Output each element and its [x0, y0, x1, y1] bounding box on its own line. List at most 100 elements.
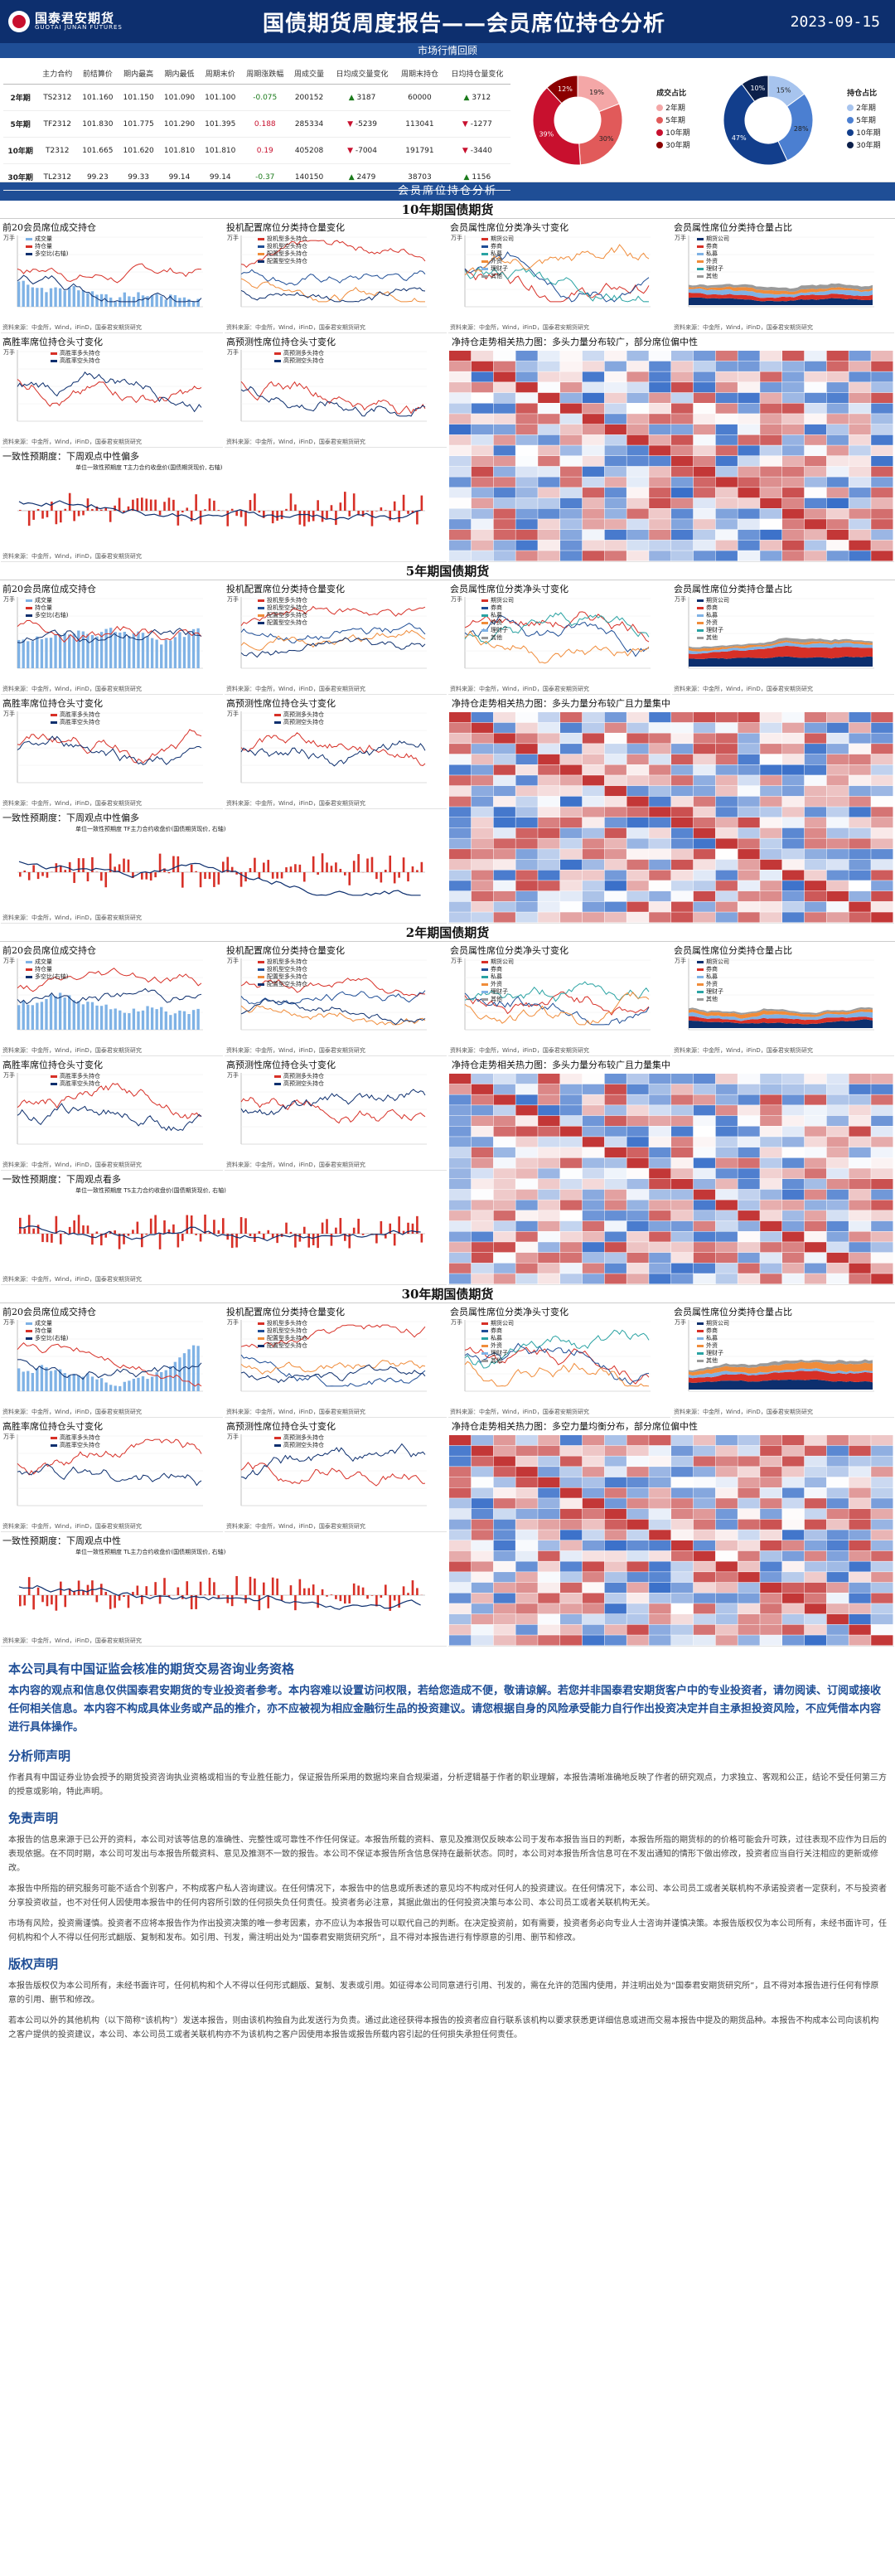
- heat-cell: [760, 1435, 782, 1446]
- heat-cell: [493, 508, 515, 519]
- heat-cell: [782, 1487, 805, 1498]
- heat-cell: [538, 1179, 560, 1190]
- heat-cell: [560, 1168, 583, 1179]
- heat-cell: [804, 1147, 827, 1158]
- heat-cell: [493, 1105, 515, 1116]
- heat-cell: [826, 414, 849, 424]
- heat-cell: [560, 1242, 583, 1253]
- chart-title: 一致性预期度：下周观点中性偏多: [2, 813, 139, 823]
- heat-cell: [693, 838, 716, 849]
- heat-cell: [871, 1147, 893, 1158]
- heat-cell: [449, 1487, 472, 1498]
- legend-swatch: [26, 960, 32, 963]
- legend-label: 其他: [706, 634, 718, 641]
- heat-cell: [515, 1179, 538, 1190]
- heat-cell: [715, 1593, 738, 1603]
- heat-cell: [515, 870, 538, 880]
- heat-cell: [693, 466, 716, 477]
- col-header: 主力合约: [37, 63, 78, 85]
- heat-cell: [738, 1456, 760, 1467]
- heat-cell: [604, 754, 626, 764]
- heat-cell: [715, 1582, 738, 1593]
- chart-source: 资料来源：中金所，Wind，iFinD，国泰君安期货研究: [450, 686, 589, 692]
- heat-cell: [804, 817, 827, 828]
- chart-source: 资料来源：中金所，Wind，iFinD，国泰君安期货研究: [2, 324, 142, 331]
- bar-mark: [187, 298, 191, 307]
- heat-cell: [760, 1105, 782, 1116]
- heat-cell: [626, 712, 649, 723]
- heat-cell: [826, 529, 849, 541]
- heat-cell: [760, 1635, 782, 1646]
- bar-mark: [114, 632, 117, 668]
- heat-cell: [671, 1084, 694, 1094]
- cell-value: 101.290: [163, 119, 196, 129]
- consensus-bar: [55, 511, 58, 525]
- heat-cell: [760, 1582, 782, 1593]
- heat-cell: [560, 712, 583, 723]
- cell-value: 60000: [408, 93, 432, 102]
- legend-item: 期货公司: [697, 597, 729, 604]
- consensus-bar: [19, 1595, 22, 1607]
- heat-cell: [760, 1074, 782, 1084]
- heat-cell: [826, 1252, 849, 1264]
- consensus-bar: [68, 1588, 71, 1595]
- heat-cell: [604, 1561, 626, 1572]
- heat-cell: [515, 351, 538, 361]
- bar-mark: [31, 287, 34, 307]
- bar-mark: [90, 1376, 94, 1391]
- heat-cell: [693, 712, 716, 723]
- heat-cell: [649, 477, 671, 488]
- heat-cell: [626, 1624, 649, 1635]
- heat-cell: [604, 434, 626, 445]
- bar-mark: [196, 628, 200, 668]
- bar-mark: [160, 644, 163, 668]
- chart-legend: 高胜率多头持仓 高胜率空头持仓: [51, 1434, 100, 1449]
- legend-item: 多空比(右轴): [26, 973, 68, 981]
- chart-legend: 期货公司 券商 私募 外资 理财子 其他: [697, 235, 729, 280]
- heat-cell: [760, 1094, 782, 1105]
- heatmap: [449, 712, 893, 923]
- legend-item: 配置型多头持仓: [258, 250, 307, 258]
- chart-legend: 投机型多头持仓 投机型空头持仓 配置型多头持仓 配置型空头持仓: [258, 597, 307, 627]
- series-line: [17, 1103, 202, 1132]
- heat-cell: [671, 1540, 694, 1551]
- series-line: [17, 379, 202, 407]
- heat-cell: [849, 1242, 871, 1253]
- bar-mark: [104, 1004, 108, 1030]
- consensus-bar: [68, 1226, 71, 1234]
- heat-cell: [693, 1115, 716, 1126]
- heat-cell: [738, 1519, 760, 1530]
- consensus-bar: [393, 872, 396, 884]
- consensus-bar: [127, 859, 130, 872]
- legend-swatch: [481, 997, 488, 1001]
- bar-mark: [141, 295, 145, 307]
- heat-cell: [538, 371, 560, 382]
- heat-cell: [871, 1540, 893, 1551]
- heat-cell: [493, 1582, 515, 1593]
- consensus-bar: [344, 1595, 346, 1604]
- heat-cell: [871, 445, 893, 456]
- heat-cell: [538, 1572, 560, 1583]
- heat-cell: [560, 796, 583, 807]
- heat-cell: [515, 1530, 538, 1540]
- consensus-bar: [402, 1230, 405, 1234]
- bar-mark: [137, 1377, 140, 1391]
- heat-cell: [804, 1487, 827, 1498]
- heat-cell: [826, 1231, 849, 1242]
- heat-cell: [649, 859, 671, 870]
- series-line: [17, 729, 202, 764]
- heat-cell: [560, 1210, 583, 1221]
- chart-title: 会员属性席位分类净头寸变化: [450, 584, 568, 594]
- heat-cell: [671, 722, 694, 733]
- heat-cell: [760, 392, 782, 403]
- chart-cell: 高胜率席位持仓头寸变化 万手 高胜率多头持仓 高胜率空头持仓 资料来源：中金所，Wind…: [1, 1056, 223, 1171]
- bar-mark: [54, 1370, 57, 1391]
- consensus-bar: [123, 1595, 125, 1598]
- legend-label: 投机型多头持仓: [267, 1320, 307, 1327]
- heat-cell: [515, 497, 538, 508]
- legend-label: 理财子: [491, 1350, 508, 1356]
- heat-cell: [871, 1126, 893, 1137]
- bar-mark: [141, 1010, 145, 1030]
- chart-plot: [240, 1073, 427, 1145]
